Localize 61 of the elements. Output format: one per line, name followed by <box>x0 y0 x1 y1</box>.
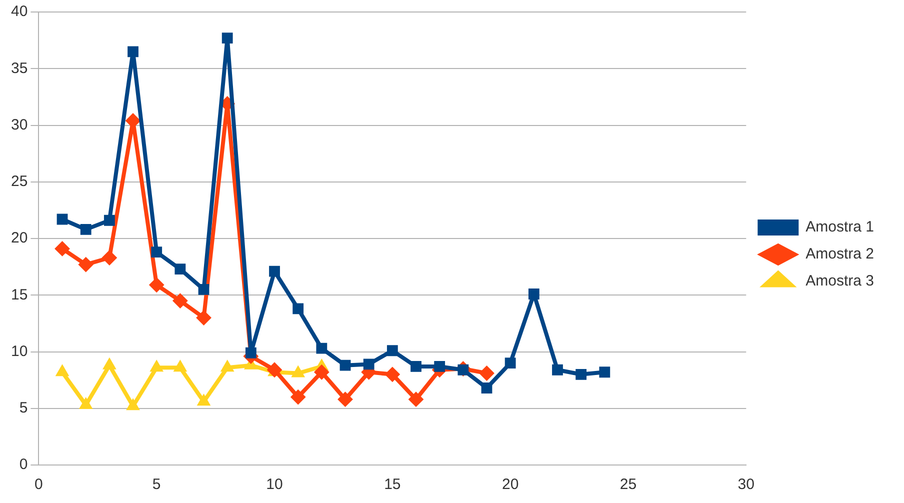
point <box>54 241 70 256</box>
point <box>56 364 69 376</box>
y-tick-label: 10 <box>10 342 28 360</box>
x-tick-label: 30 <box>738 476 754 494</box>
point <box>290 390 306 405</box>
x-tick-label: 15 <box>384 476 401 494</box>
point <box>78 257 94 272</box>
y-tick-label: 30 <box>10 116 28 134</box>
point <box>292 366 305 378</box>
point <box>196 310 212 326</box>
point <box>128 46 138 58</box>
point <box>220 360 234 372</box>
legend-label: Amostra 3 <box>806 272 874 290</box>
point <box>599 366 610 378</box>
point <box>150 360 164 372</box>
point <box>245 347 256 358</box>
point <box>528 288 540 300</box>
point <box>481 382 492 394</box>
x-tick-label: 25 <box>620 476 637 494</box>
point <box>198 284 210 295</box>
point <box>386 345 398 356</box>
point <box>102 250 117 266</box>
point <box>408 392 424 407</box>
point <box>340 360 351 371</box>
x-tick-label: 0 <box>34 476 43 494</box>
point <box>80 224 92 235</box>
point <box>504 358 516 369</box>
point <box>338 392 353 407</box>
legend-label: Amostra 2 <box>806 246 874 263</box>
point <box>316 342 328 354</box>
x-tick-label: 5 <box>152 476 161 494</box>
point <box>222 32 233 44</box>
point <box>56 214 68 225</box>
x-tick-label: 10 <box>266 476 283 494</box>
point <box>149 277 164 292</box>
point <box>151 246 162 258</box>
y-tick-label: 25 <box>10 173 28 190</box>
x-tick-label: 20 <box>502 476 519 494</box>
point <box>104 214 115 226</box>
y-tick-label: 0 <box>19 456 28 474</box>
y-tick-label: 20 <box>10 230 28 247</box>
point <box>197 394 210 406</box>
point <box>269 266 280 277</box>
point <box>174 264 186 275</box>
point <box>410 361 422 372</box>
point <box>552 364 563 376</box>
point <box>314 364 330 380</box>
y-tick-label: 40 <box>10 3 28 20</box>
point <box>126 398 140 410</box>
point <box>434 361 446 372</box>
point <box>576 368 587 380</box>
y-tick-label: 5 <box>19 400 28 417</box>
legend-label: Amostra 1 <box>806 218 874 236</box>
y-tick-label: 35 <box>10 60 28 77</box>
point <box>174 360 187 372</box>
point <box>172 293 188 308</box>
point <box>384 366 400 382</box>
y-tick-label: 15 <box>10 286 28 304</box>
point <box>292 303 304 314</box>
point <box>479 366 494 381</box>
point <box>363 358 374 370</box>
